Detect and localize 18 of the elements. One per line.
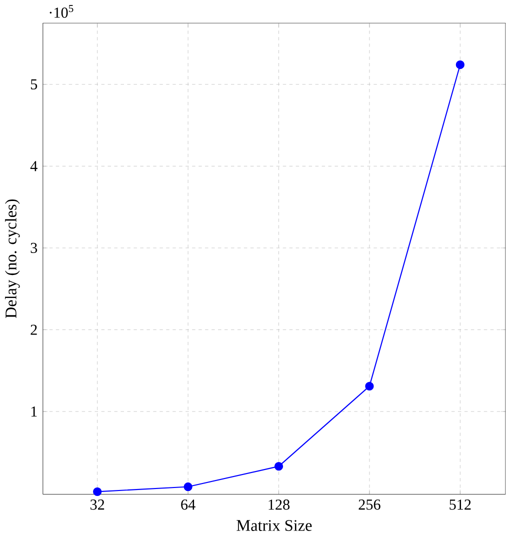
point <box>93 487 102 496</box>
y-tick-label: 1 <box>32 406 37 417</box>
x-tick-label: 64 <box>181 500 196 510</box>
text: ·10$^{5}$ <box>50 5 74 18</box>
x-axis-title: Matrix Size <box>236 520 312 531</box>
point <box>184 482 192 492</box>
y-tick-label: 4 <box>30 161 38 172</box>
x-tick-label: 32 <box>90 500 104 510</box>
point <box>365 382 374 390</box>
point <box>274 462 284 471</box>
x-tick-label: 128 <box>268 500 290 510</box>
y-tick-label: 3 <box>30 242 38 254</box>
x-tick-label: 512 <box>450 500 471 510</box>
x-tick-label: 256 <box>358 500 380 510</box>
y-tick-label: 2 <box>30 324 37 335</box>
point <box>456 60 465 70</box>
y-axis-title: Delay (no. cycles) <box>5 200 20 318</box>
y-tick-label: 5 <box>31 79 38 90</box>
